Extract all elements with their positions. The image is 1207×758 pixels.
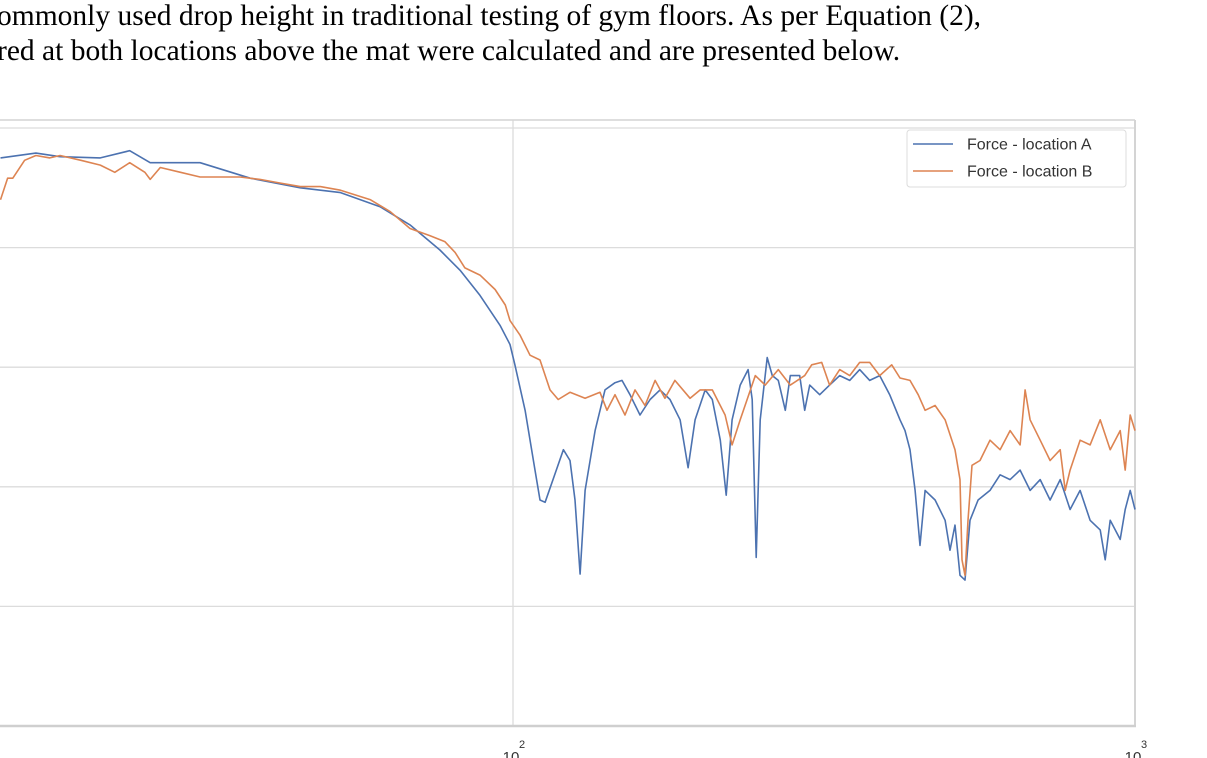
grid	[0, 120, 1136, 726]
legend-box	[906, 129, 1127, 188]
paragraph-line-1: ommonly used drop height in traditional …	[0, 0, 982, 32]
series-line-location-a	[0, 149, 1136, 581]
legend: Force - location A Force - location B	[906, 129, 1127, 188]
plot-frame	[0, 119, 1136, 728]
series-line-location-b	[0, 154, 1136, 577]
series-lines	[0, 149, 1136, 581]
x-tick-label-exponent: 2	[519, 739, 525, 751]
x-tick-label-exponent: 3	[1141, 739, 1147, 751]
x-tick-label-base: 10	[503, 749, 520, 758]
paragraph-line-2: red at both locations above the mat were…	[0, 35, 901, 67]
x-tick-label-base: 10	[1125, 749, 1142, 758]
legend-label: Force - location B	[967, 164, 1092, 181]
legend-label: Force - location A	[967, 137, 1092, 154]
